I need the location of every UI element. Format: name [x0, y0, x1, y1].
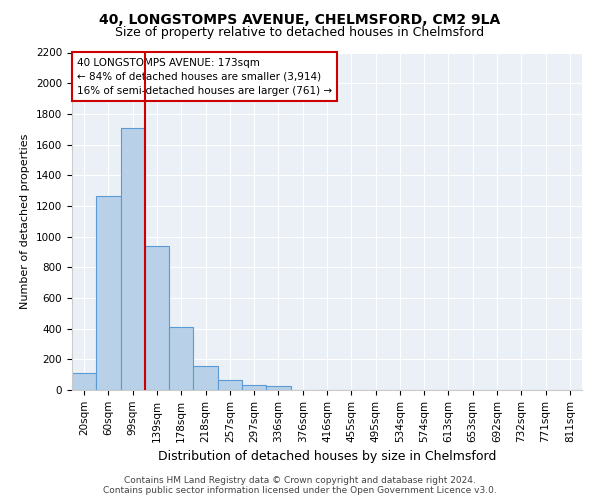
- X-axis label: Distribution of detached houses by size in Chelmsford: Distribution of detached houses by size …: [158, 450, 496, 463]
- Text: 40, LONGSTOMPS AVENUE, CHELMSFORD, CM2 9LA: 40, LONGSTOMPS AVENUE, CHELMSFORD, CM2 9…: [100, 12, 500, 26]
- Text: Size of property relative to detached houses in Chelmsford: Size of property relative to detached ho…: [115, 26, 485, 39]
- Bar: [121, 128, 145, 390]
- Bar: [193, 366, 218, 390]
- Bar: [145, 246, 169, 390]
- Text: Contains HM Land Registry data © Crown copyright and database right 2024.
Contai: Contains HM Land Registry data © Crown c…: [103, 476, 497, 495]
- Bar: [242, 384, 266, 390]
- Y-axis label: Number of detached properties: Number of detached properties: [20, 134, 31, 309]
- Bar: [218, 380, 242, 390]
- Bar: [96, 196, 121, 390]
- Bar: [169, 327, 193, 390]
- Text: 40 LONGSTOMPS AVENUE: 173sqm
← 84% of detached houses are smaller (3,914)
16% of: 40 LONGSTOMPS AVENUE: 173sqm ← 84% of de…: [77, 58, 332, 96]
- Bar: [72, 373, 96, 390]
- Bar: [266, 386, 290, 390]
